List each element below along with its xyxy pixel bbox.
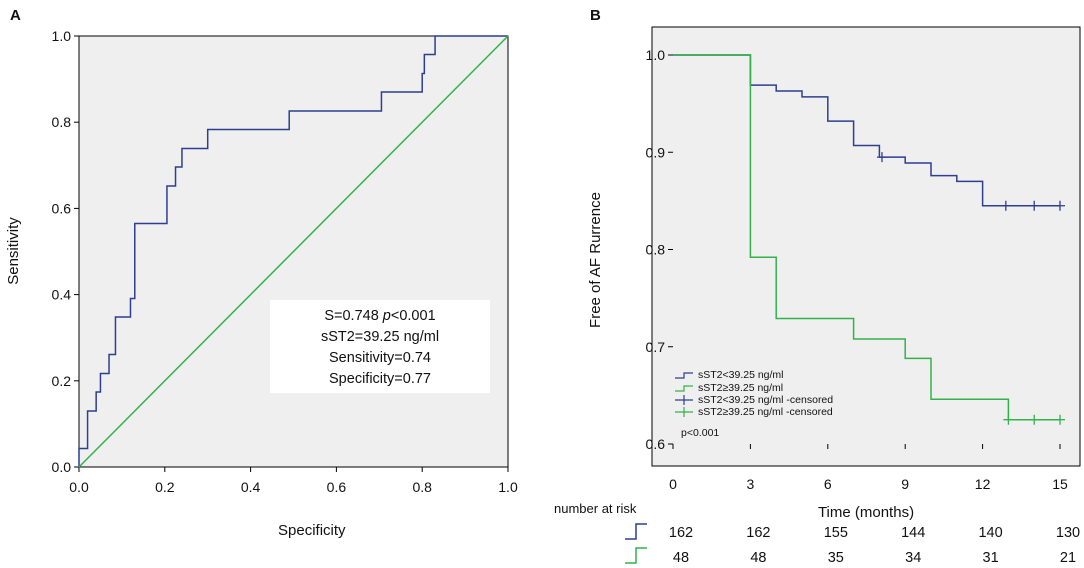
x-tick-label: 0.6 xyxy=(327,479,347,495)
x-tick-label: 3 xyxy=(747,476,755,492)
panel-b-y-axis-label: Free of AF Rurrence xyxy=(587,192,604,328)
roc-line-blue xyxy=(78,35,508,467)
x-tick-label: 0.4 xyxy=(241,479,261,495)
censor-mark-green xyxy=(1029,414,1040,425)
y-tick-label: 0.6 xyxy=(52,200,72,216)
auc-annotation-box: S=0.748 p<0.001 sST2=39.25 ng/ml Sensiti… xyxy=(270,300,490,393)
y-tick-label: 0.7 xyxy=(646,339,666,355)
panel-b-x-axis-label: Time (months) xyxy=(818,504,914,521)
annotation-p-value: <0.001 xyxy=(391,308,436,324)
risk-row-blue-icon xyxy=(625,523,647,540)
km-curve-green xyxy=(673,54,1060,421)
x-tick-label: 0.8 xyxy=(412,479,432,495)
censor-mark-green xyxy=(1003,414,1014,425)
panel-a-letter: A xyxy=(10,7,21,24)
risk-row-green-icon xyxy=(625,547,647,564)
y-tick-label: 0.8 xyxy=(646,242,666,258)
panel-a-roc-chart: A 0.00.20.40.60.81.0 0.0 0.2 0.4 0.6 0.8 1.0 … xyxy=(5,7,518,539)
censor-mark-blue xyxy=(876,152,887,163)
legend-item-high-sst2-low: sST2<39.25 ng/ml xyxy=(675,369,784,381)
risk-count: 31 xyxy=(983,550,999,566)
x-tick-label: 12 xyxy=(975,476,991,492)
y-tick-label: 0.9 xyxy=(646,144,666,160)
roc-line-green xyxy=(78,35,509,468)
risk-count: 21 xyxy=(1060,550,1076,566)
y-tick-label: 0.0 xyxy=(52,459,72,475)
x-tick-label: 1.0 xyxy=(498,479,518,495)
annotation-p-italic: p xyxy=(382,308,391,324)
panel-b-plot-area xyxy=(651,26,1081,467)
risk-count: 48 xyxy=(673,550,689,566)
risk-count: 155 xyxy=(824,525,848,541)
x-tick-label: 15 xyxy=(1052,476,1068,492)
x-tick-label: 0.0 xyxy=(69,479,89,495)
legend-item-blue-censored: sST2<39.25 ng/ml -censored xyxy=(675,394,833,406)
y-tick-label: 0.8 xyxy=(52,114,72,130)
annotation-specificity: Specificity=0.77 xyxy=(329,371,431,387)
risk-count: 130 xyxy=(1056,525,1080,541)
legend-item-high-sst2-high: sST2≥39.25 ng/ml xyxy=(675,382,783,394)
panel-a-y-axis-label: Sensitivity xyxy=(5,217,22,285)
legend-swatch-green-step xyxy=(675,385,693,392)
risk-row-green: 48 48 35 34 31 21 xyxy=(673,550,1076,566)
legend-swatch-green-plus xyxy=(675,407,693,417)
x-tick-label: 0.2 xyxy=(155,479,175,495)
legend-p-value: p<0.001 xyxy=(681,427,719,439)
panel-b-letter: B xyxy=(590,7,601,24)
legend: sST2<39.25 ng/ml sST2≥39.25 ng/ml sST2<3… xyxy=(675,369,833,439)
y-tick-label: 0.6 xyxy=(646,436,666,452)
annotation-auc-prefix: S=0.748 xyxy=(324,308,382,324)
risk-count: 35 xyxy=(828,550,844,566)
risk-count: 162 xyxy=(669,525,693,541)
y-tick-label: 1.0 xyxy=(52,28,72,44)
risk-count: 34 xyxy=(905,550,921,566)
y-tick-label: 1.0 xyxy=(646,47,666,63)
legend-label: sST2≥39.25 ng/ml xyxy=(698,382,783,394)
x-tick-label: 0 xyxy=(669,476,677,492)
legend-label: sST2<39.25 ng/ml xyxy=(698,369,784,381)
km-curve-blue xyxy=(673,54,1060,207)
risk-count: 48 xyxy=(750,550,766,566)
x-tick-label: 6 xyxy=(824,476,832,492)
risk-count: 162 xyxy=(746,525,770,541)
x-tick-label: 9 xyxy=(901,476,909,492)
y-tick-label: 0.4 xyxy=(52,287,72,303)
annotation-auc-line: S=0.748 p<0.001 xyxy=(324,308,435,324)
annotation-background xyxy=(270,300,490,393)
risk-table: number at risk 162 162 155 144 140 130 48 48 35… xyxy=(554,501,1080,566)
annotation-cutoff: sST2=39.25 ng/ml xyxy=(321,329,439,345)
annotation-sensitivity: Sensitivity=0.74 xyxy=(329,350,431,366)
legend-swatch-blue-step xyxy=(675,372,693,379)
legend-swatch-blue-plus xyxy=(675,395,693,405)
censor-mark-green xyxy=(1055,414,1065,425)
censor-mark-blue xyxy=(1029,200,1040,211)
risk-count: 140 xyxy=(978,525,1002,541)
censor-mark-blue xyxy=(1055,200,1065,211)
risk-row-blue: 162 162 155 144 140 130 xyxy=(669,525,1080,541)
legend-item-green-censored: sST2≥39.25 ng/ml -censored xyxy=(675,406,833,418)
risk-count: 144 xyxy=(901,525,925,541)
panel-a-x-axis-label: Specificity xyxy=(278,522,346,539)
panel-b-km-chart: B 0.6 0.7 0.8 0.9 1.0 0 3 6 9 12 15 Time (months)… xyxy=(554,7,1081,566)
legend-label: sST2<39.25 ng/ml -censored xyxy=(698,394,833,406)
risk-table-header: number at risk xyxy=(554,501,637,516)
legend-label: sST2≥39.25 ng/ml -censored xyxy=(698,406,833,418)
censor-mark-blue xyxy=(1000,200,1011,211)
y-tick-label: 0.2 xyxy=(52,373,72,389)
